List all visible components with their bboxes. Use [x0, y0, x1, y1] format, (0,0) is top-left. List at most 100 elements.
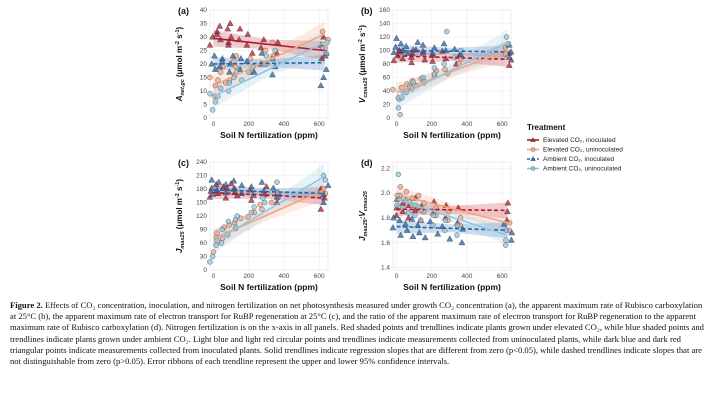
trendline-series-4	[396, 41, 508, 99]
y-label-subscript: cmax25	[363, 77, 369, 98]
data-point	[268, 199, 275, 206]
legend-label: Elevated CO₂, inoculated	[543, 137, 616, 144]
figure-caption: Figure 2. Effects of CO₂ concentration, …	[10, 300, 710, 367]
y-tick-label: 2.0	[381, 190, 390, 197]
y-label-unit-mid: s	[175, 34, 184, 41]
data-point	[392, 211, 400, 218]
data-point	[260, 195, 266, 201]
data-point	[229, 52, 237, 59]
data-point	[324, 181, 332, 188]
trendline-series-1	[396, 208, 508, 212]
trendline-series-4	[213, 41, 325, 98]
y-label-subscript: max25	[180, 231, 186, 249]
data-point	[454, 222, 461, 228]
data-point	[419, 41, 427, 48]
data-point	[324, 39, 330, 46]
data-point	[415, 192, 422, 199]
data-point	[233, 192, 241, 199]
x-tick-label: 0	[395, 273, 399, 280]
data-point	[320, 33, 327, 40]
data-point	[208, 60, 216, 67]
data-point	[446, 235, 454, 242]
y-label-unit-sup: -2	[175, 193, 181, 198]
y-tick-label: 150	[196, 200, 207, 207]
y-label-subscript: net,gc	[180, 79, 186, 95]
data-point	[421, 234, 429, 241]
data-point	[399, 208, 406, 215]
legend-item: Ambient CO₂, uninoculated	[527, 166, 622, 173]
data-point	[232, 64, 239, 70]
data-point	[458, 239, 466, 246]
data-point	[269, 71, 276, 78]
y-tick-label: 10	[200, 88, 208, 95]
data-point	[208, 176, 216, 183]
x-tick-label: 600	[314, 273, 325, 280]
data-point	[429, 49, 436, 56]
legend-item: Ambient CO₂, inoculated	[527, 156, 615, 163]
data-point	[263, 53, 270, 59]
data-point	[503, 227, 510, 233]
data-point	[506, 220, 513, 226]
data-point	[244, 30, 252, 37]
data-point	[215, 178, 223, 185]
legend-label: Elevated CO₂, uninoculated	[543, 147, 623, 154]
data-point	[248, 209, 255, 216]
data-point	[213, 242, 219, 248]
data-point	[402, 42, 410, 49]
data-point	[320, 73, 327, 80]
legend-marker	[530, 147, 536, 152]
data-point	[390, 57, 398, 64]
data-point	[420, 74, 426, 81]
data-point	[219, 226, 225, 233]
data-point	[392, 43, 399, 50]
y-label-ratio: :V	[358, 211, 367, 220]
data-point	[408, 215, 416, 222]
data-point	[222, 194, 230, 201]
y-label-unit-sup-2: -1	[358, 28, 364, 33]
data-point	[250, 68, 258, 75]
caption-label: Figure 2.	[10, 300, 43, 310]
y-axis-label: Jmax25 (μmol m-2 s-1)	[175, 179, 186, 253]
legend-marker	[530, 166, 536, 171]
data-point	[207, 91, 213, 97]
data-point	[216, 63, 224, 70]
y-label-symbol: V	[358, 97, 367, 103]
data-point	[209, 190, 216, 197]
y-tick-label: 20	[383, 102, 391, 109]
data-point	[323, 50, 329, 56]
data-point	[236, 65, 244, 72]
data-point	[248, 196, 255, 203]
data-point	[430, 212, 436, 219]
legend: Treatment Elevated CO₂, inoculated Elevate…	[527, 123, 623, 173]
data-point	[426, 218, 434, 225]
y-tick-label: 0	[386, 115, 390, 122]
panel-label: (b)	[361, 6, 373, 16]
y-label-unit: (μmol m	[175, 46, 184, 79]
panel-label: (d)	[361, 158, 373, 168]
x-tick-label: 600	[497, 273, 508, 280]
data-point	[397, 231, 405, 238]
data-point	[396, 216, 403, 223]
y-tick-label: 25	[200, 48, 208, 55]
legend-marker	[530, 137, 536, 142]
chart-panel-3: 0 30 60 90 120 150 180 210 240 0 200 400 600 (c) Soil …	[175, 158, 332, 292]
trendline-series-1	[213, 191, 325, 199]
y-tick-label: 140	[379, 21, 390, 28]
data-point	[505, 61, 513, 68]
data-point	[442, 66, 448, 73]
y-tick-label: 40	[200, 7, 208, 14]
data-point	[415, 229, 423, 236]
data-point	[248, 49, 256, 56]
x-tick-label: 200	[243, 121, 254, 128]
data-point	[245, 214, 251, 220]
legend-label: Ambient CO₂, inoculated	[543, 156, 615, 163]
legend-marker	[530, 156, 536, 161]
x-tick-label: 400	[462, 121, 473, 128]
data-point	[251, 204, 257, 210]
data-point	[442, 217, 449, 224]
data-point	[209, 253, 216, 260]
trendline-series-2	[213, 33, 325, 87]
y-label-unit-sup-2: -1	[175, 182, 181, 187]
y-label-unit: (μmol m	[358, 44, 367, 77]
data-point	[217, 69, 224, 75]
